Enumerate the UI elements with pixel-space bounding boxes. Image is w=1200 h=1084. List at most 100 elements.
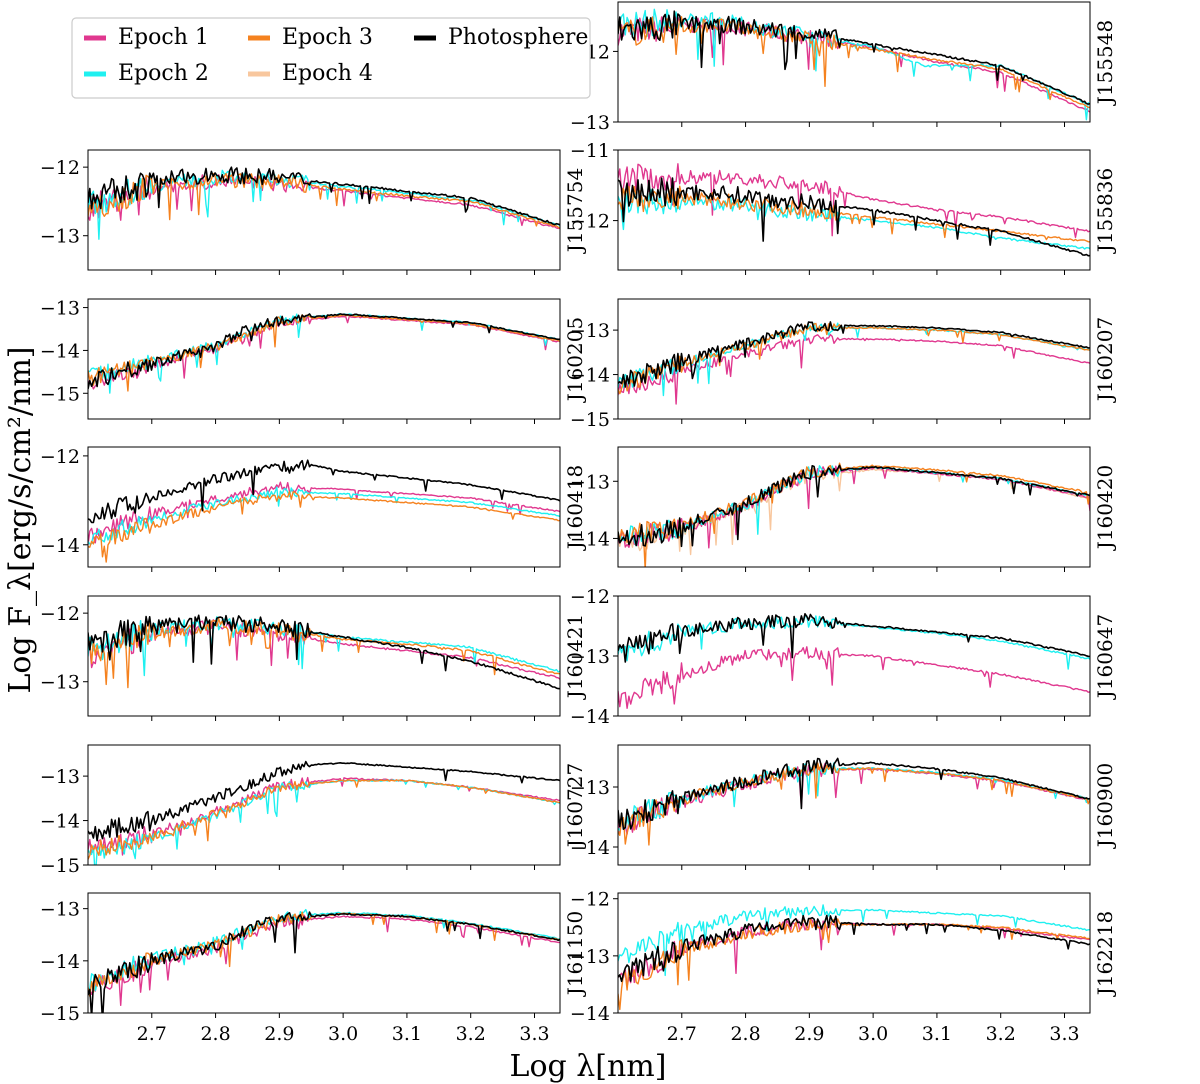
series-photosphere-J155754	[88, 166, 560, 226]
star-label-J155548: J155548	[1093, 20, 1117, 106]
legend-label-epoch-3: Epoch 3	[282, 25, 373, 50]
legend-frame	[71, 17, 591, 99]
series-epoch-3-J162218	[618, 918, 1090, 1011]
star-label-J160900: J160900	[1093, 763, 1117, 849]
series-epoch-2-J162218	[618, 904, 1090, 977]
series-photosphere-J160207	[618, 321, 1090, 388]
panel-frame-J160900	[617, 744, 1091, 866]
series-photosphere-J161150	[88, 911, 560, 1013]
series-epoch-1-J160647	[618, 646, 1090, 709]
series-epoch-4-J160420	[618, 467, 1090, 556]
star-label-J160727: J160727	[563, 763, 587, 849]
x-tick-label: 2.8	[200, 1023, 230, 1045]
panel-frame-J155754	[87, 149, 561, 271]
panel-J162218: 2.7 2.8 2.9 3.0 3.1 3.2 3.3 −12 −13 −14 J162218	[570, 889, 1117, 1045]
panel-frame-J160647	[617, 595, 1091, 717]
series-epoch-3-J160900	[618, 762, 1090, 846]
series-epoch-3-J160418	[88, 490, 560, 563]
y-tick-label: −15	[40, 1003, 80, 1025]
y-tick-label: −13	[570, 777, 610, 799]
y-tick-label: −13	[40, 226, 80, 248]
series-epoch-3-J161150	[88, 911, 560, 997]
star-label-J160205: J160205	[563, 317, 587, 403]
legend-label-epoch-1: Epoch 1	[118, 25, 209, 50]
y-tick-label: −13	[570, 646, 610, 668]
series-epoch-3-J155548	[618, 16, 1090, 109]
x-tick-label: 3.0	[858, 1023, 888, 1045]
series-photosphere-J155548	[618, 10, 1090, 105]
y-tick-label: −13	[570, 471, 610, 493]
x-tick-label: 3.3	[519, 1023, 549, 1045]
panel-J160421: −12 −13 J160421	[40, 595, 587, 721]
y-tick-label: −14	[40, 535, 80, 557]
y-tick-label: −15	[570, 409, 610, 431]
y-tick-label: −13	[40, 899, 80, 921]
series-epoch-1-J155836	[618, 163, 1090, 239]
star-label-J162218: J162218	[1093, 911, 1117, 997]
x-tick-label: 3.0	[328, 1023, 358, 1045]
panel-series-J161150	[88, 908, 560, 1013]
y-tick-label: −13	[570, 320, 610, 342]
y-tick-label: −13	[40, 298, 80, 320]
panel-frame-J160727	[87, 744, 561, 866]
y-tick-label: −13	[570, 946, 610, 968]
panel-frame-J160421	[87, 595, 561, 717]
panel-series-J160420	[618, 462, 1090, 567]
star-label-J160207: J160207	[1093, 317, 1117, 403]
panel-frame-J160420	[617, 446, 1091, 568]
y-tick-label: −13	[40, 766, 80, 788]
series-epoch-2-J160207	[618, 322, 1090, 397]
panel-frame-J162218	[617, 892, 1091, 1014]
y-tick-label: −14	[570, 706, 610, 728]
series-photosphere-J160205	[88, 313, 560, 390]
legend-entries: Epoch 1 Epoch 2 Epoch 3 Epoch 4 Photosphere	[84, 25, 588, 86]
x-tick-label: 2.9	[264, 1023, 294, 1045]
y-tick-label: −14	[40, 951, 80, 973]
panel-series-J160727	[88, 760, 560, 865]
panels-layer: −12−13J155548−12−13J155754−11−12J155836−…	[40, 1, 1117, 1045]
series-photosphere-J162218	[618, 914, 1090, 983]
y-tick-label: −14	[570, 365, 610, 387]
star-label-J155836: J155836	[1093, 168, 1117, 254]
panel-J160727: −13 −14 −15 J160727	[40, 744, 587, 877]
y-axis-title: Log F_λ[erg/s/cm²/nm]	[3, 346, 38, 693]
series-epoch-3-J160727	[88, 779, 560, 860]
panel-series-J155836	[618, 163, 1090, 257]
y-tick-label: −12	[40, 603, 80, 625]
panel-series-J160418	[88, 459, 560, 563]
y-tick-label: −13	[570, 112, 610, 134]
y-tick-label: −14	[570, 837, 610, 859]
panel-frame-J161150	[87, 892, 561, 1014]
panel-J155754: −12 −13 J155754	[40, 149, 587, 275]
series-photosphere-J160900	[618, 757, 1090, 830]
star-label-J160647: J160647	[1093, 614, 1117, 700]
star-label-J160421: J160421	[563, 614, 587, 700]
panel-J160420: −13 −14 J160420	[570, 446, 1117, 572]
panel-frame-J155836	[617, 149, 1091, 271]
y-tick-label: −15	[40, 855, 80, 877]
series-epoch-3-J160207	[618, 322, 1090, 395]
y-tick-label: −14	[40, 811, 80, 833]
y-tick-label: −13	[40, 672, 80, 694]
x-tick-label: 2.8	[730, 1023, 760, 1045]
y-tick-label: −12	[570, 586, 610, 608]
star-label-J160420: J160420	[1093, 465, 1117, 551]
panel-J161150: 2.7 2.8 2.9 3.0 3.1 3.2 3.3 −13 −14 −15 J161150	[40, 892, 587, 1045]
panel-series-J162218	[618, 904, 1090, 1011]
series-photosphere-J155836	[618, 177, 1090, 257]
panel-frame-J155548	[617, 1, 1091, 123]
series-epoch-2-J160418	[88, 486, 560, 545]
y-tick-label: −11	[570, 140, 610, 162]
panel-J155836: −11 −12 J155836	[570, 140, 1117, 275]
series-epoch-3-J160421	[88, 618, 560, 689]
panel-series-J155754	[88, 166, 560, 240]
x-tick-label: 3.3	[1049, 1023, 1079, 1045]
y-tick-label: −14	[570, 528, 610, 550]
x-tick-label: 3.2	[456, 1023, 486, 1045]
x-tick-label: 3.1	[922, 1023, 952, 1045]
series-epoch-1-J155754	[88, 174, 560, 230]
panel-frame-J160207	[617, 298, 1091, 420]
series-photosphere-J160647	[618, 613, 1090, 663]
